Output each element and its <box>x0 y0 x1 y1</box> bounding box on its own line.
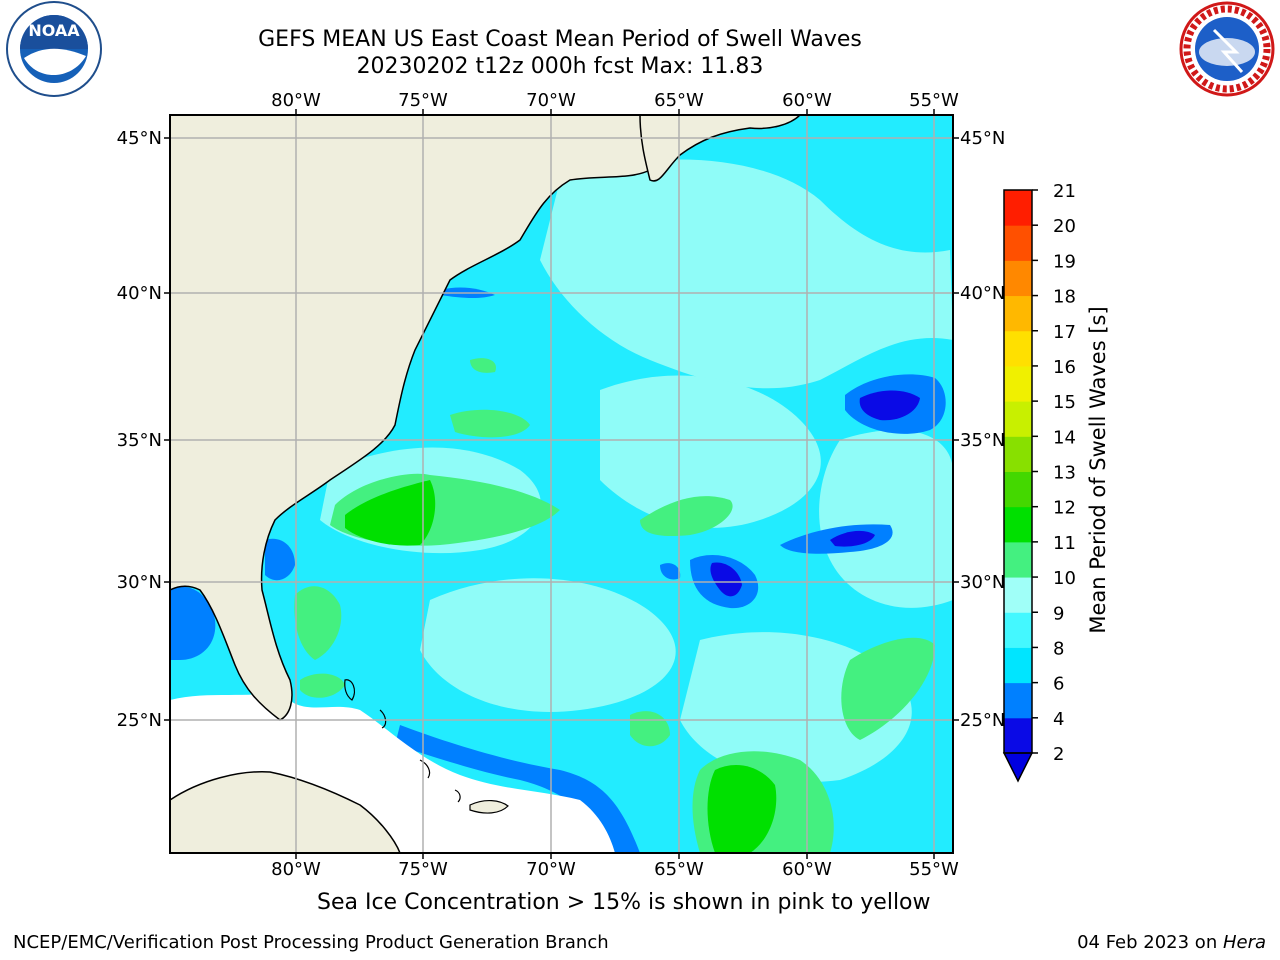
lat-label-right: 30°N <box>960 572 1005 593</box>
lon-label-top: 65°W <box>654 90 704 111</box>
colorbar-tick-label: 8 <box>1053 638 1064 659</box>
colorbar-tick-label: 4 <box>1053 709 1064 730</box>
footer-credit: NCEP/EMC/Verification Post Processing Pr… <box>13 932 609 953</box>
noaa-logo-icon: NOAA <box>6 1 102 97</box>
swell-period-field <box>170 115 953 853</box>
map-subtitle: 20230202 t12z 000h fcst Max: 11.83 <box>356 54 764 79</box>
lon-label-top: 55°W <box>909 90 959 111</box>
lat-label-right: 35°N <box>960 430 1005 451</box>
map-title: GEFS MEAN US East Coast Mean Period of S… <box>258 27 862 52</box>
colorbar-tick-label: 12 <box>1053 498 1076 519</box>
lon-label-bottom: 75°W <box>398 859 448 880</box>
colorbar-segment <box>1004 401 1032 437</box>
lon-label-top: 70°W <box>526 90 576 111</box>
colorbar-tick-label: 6 <box>1053 674 1064 695</box>
colorbar-extend-arrow <box>1002 752 1034 783</box>
lat-label-left: 45°N <box>117 128 162 149</box>
colorbar-tick-label: 9 <box>1053 603 1064 624</box>
svg-text:NOAA: NOAA <box>28 21 80 40</box>
colorbar-segment <box>1004 330 1032 367</box>
colorbar: 2 4 6 8 9 10 11 12 13 14 15 16 17 18 19 20 21 <box>1002 181 1076 783</box>
lat-label-left: 25°N <box>117 710 162 731</box>
colorbar-tick-label: 14 <box>1053 427 1076 448</box>
footer-date-text: 04 Feb 2023 on <box>1077 932 1223 953</box>
lat-label-right: 25°N <box>960 710 1005 731</box>
lon-label-bottom: 55°W <box>909 859 959 880</box>
footer-date: 04 Feb 2023 on Hera <box>1077 932 1266 953</box>
colorbar-segment <box>1004 260 1032 297</box>
colorbar-segment <box>1004 295 1032 332</box>
sea-ice-note: Sea Ice Concentration > 15% is shown in … <box>317 890 931 915</box>
colorbar-segment <box>1004 365 1032 402</box>
lat-label-left: 30°N <box>117 572 162 593</box>
lon-label-bottom: 80°W <box>271 859 321 880</box>
colorbar-tick-label: 2 <box>1053 744 1064 765</box>
colorbar-tick-label: 19 <box>1053 251 1076 272</box>
colorbar-tick-label: 10 <box>1053 568 1076 589</box>
lon-label-bottom: 60°W <box>782 859 832 880</box>
map-gridlines <box>170 115 953 853</box>
lat-label-left: 35°N <box>117 430 162 451</box>
lat-label-right: 40°N <box>960 283 1005 304</box>
colorbar-segment <box>1004 506 1032 543</box>
colorbar-tick-label: 18 <box>1053 287 1076 308</box>
nws-logo-icon <box>1179 1 1275 97</box>
lat-label-right: 45°N <box>960 128 1005 149</box>
colorbar-segment <box>1004 647 1032 684</box>
lat-label-left: 40°N <box>117 283 162 304</box>
colorbar-segment <box>1004 436 1032 472</box>
lon-label-top: 60°W <box>782 90 832 111</box>
colorbar-tick-label: 15 <box>1053 392 1076 413</box>
map-frame <box>169 114 954 854</box>
colorbar-tick-label: 11 <box>1053 533 1076 554</box>
colorbar-tick-label: 16 <box>1053 357 1076 378</box>
colorbar-segment <box>1004 577 1032 613</box>
colorbar-segment <box>1004 471 1032 508</box>
colorbar-segment <box>1004 717 1032 754</box>
colorbar-segment <box>1004 682 1032 719</box>
colorbar-label: Mean Period of Swell Waves [s] <box>1086 306 1110 634</box>
colorbar-tick-label: 21 <box>1053 181 1076 202</box>
lon-label-bottom: 70°W <box>526 859 576 880</box>
colorbar-segment <box>1004 225 1032 261</box>
lon-label-bottom: 65°W <box>654 859 704 880</box>
colorbar-segment <box>1004 612 1032 648</box>
lon-label-top: 75°W <box>398 90 448 111</box>
colorbar-segment <box>1004 190 1032 226</box>
colorbar-tick-label: 20 <box>1053 216 1076 237</box>
footer-host: Hera <box>1222 932 1266 953</box>
colorbar-tick-label: 17 <box>1053 322 1076 343</box>
colorbar-segment <box>1004 541 1032 578</box>
lon-label-top: 80°W <box>271 90 321 111</box>
colorbar-tick-label: 13 <box>1053 463 1076 484</box>
